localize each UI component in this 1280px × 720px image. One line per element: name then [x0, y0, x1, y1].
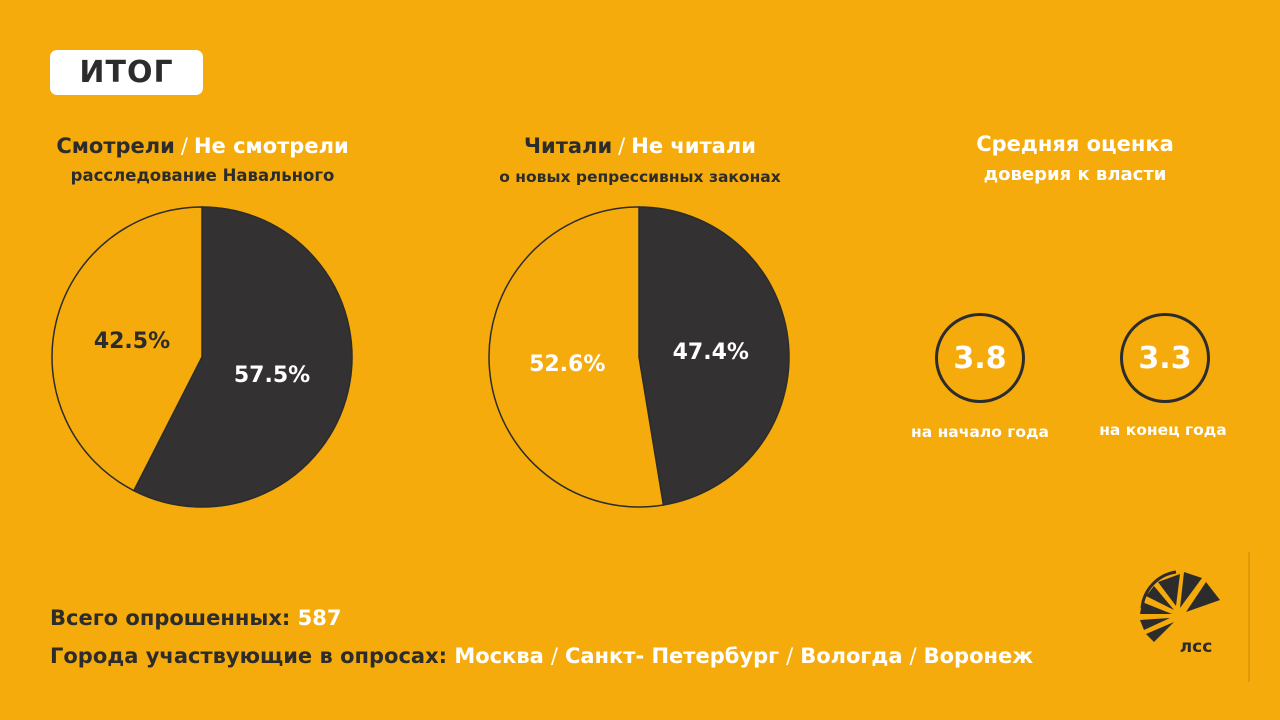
city-separator: / — [550, 644, 558, 668]
city-moscow: Москва — [454, 644, 544, 668]
city-separator: / — [786, 644, 794, 668]
pie-slice — [488, 206, 665, 508]
pie-slice-label: 42.5% — [94, 329, 170, 354]
trust-start-label: на начало года — [911, 423, 1049, 441]
pie-slice-label: 47.4% — [673, 340, 749, 365]
chart2-title-separator: / — [618, 134, 626, 158]
trust-title-line2: доверия к власти — [983, 164, 1167, 185]
trust-start-value: 3.8 — [953, 340, 1007, 376]
city-vologda: Вологда — [800, 644, 903, 668]
pie-slice-label: 52.6% — [529, 352, 605, 377]
chart1-title: Смотрели / Не смотрели — [50, 134, 355, 158]
summary-badge: ИТОГ — [50, 50, 203, 95]
pie-slice — [51, 206, 203, 492]
logo-text: лсс — [1180, 637, 1213, 657]
chart1-subtitle: расследование Навального — [70, 166, 335, 185]
city-voronezh: Воронеж — [923, 644, 1034, 668]
city-separator: / — [909, 644, 917, 668]
trust-start-circle: 3.8 — [935, 313, 1025, 403]
logo-divider — [1248, 552, 1250, 682]
cities-label: Города участвующие в опросах: — [50, 644, 448, 668]
chart2-title-read: Читали — [524, 134, 613, 158]
chart2-title-not-read: Не читали — [631, 134, 756, 158]
total-respondents-value: 587 — [297, 606, 342, 630]
trust-end-value: 3.3 — [1138, 340, 1192, 376]
pizza-slices-logo-icon: лсс — [1140, 570, 1220, 657]
pie-slice — [638, 206, 790, 506]
total-respondents-label: Всего опрошенных: — [50, 606, 291, 630]
total-respondents: Всего опрошенных: 587 — [50, 606, 341, 630]
city-saint-petersburg: Санкт- Петербург — [564, 644, 780, 668]
pie-slice-label: 57.5% — [234, 363, 310, 388]
chart2-subtitle: о новых репрессивных законах — [499, 168, 781, 186]
trust-title-line1: Средняя оценка — [976, 132, 1174, 156]
chart1-title-separator: / — [180, 134, 188, 158]
pie-chart-watched: 57.5% 42.5% — [51, 206, 353, 508]
pie-chart-read: 47.4% 52.6% — [488, 206, 790, 508]
chart1-title-not-watched: Не смотрели — [193, 134, 349, 158]
cities-line: Города участвующие в опросах: Москва / Сан… — [50, 644, 1033, 668]
chart2-title: Читали / Не читали — [490, 134, 790, 158]
trust-end-circle: 3.3 — [1120, 313, 1210, 403]
pie-slice — [132, 206, 353, 508]
chart1-title-watched: Смотрели — [56, 134, 175, 158]
trust-end-label: на конец года — [1099, 421, 1227, 439]
